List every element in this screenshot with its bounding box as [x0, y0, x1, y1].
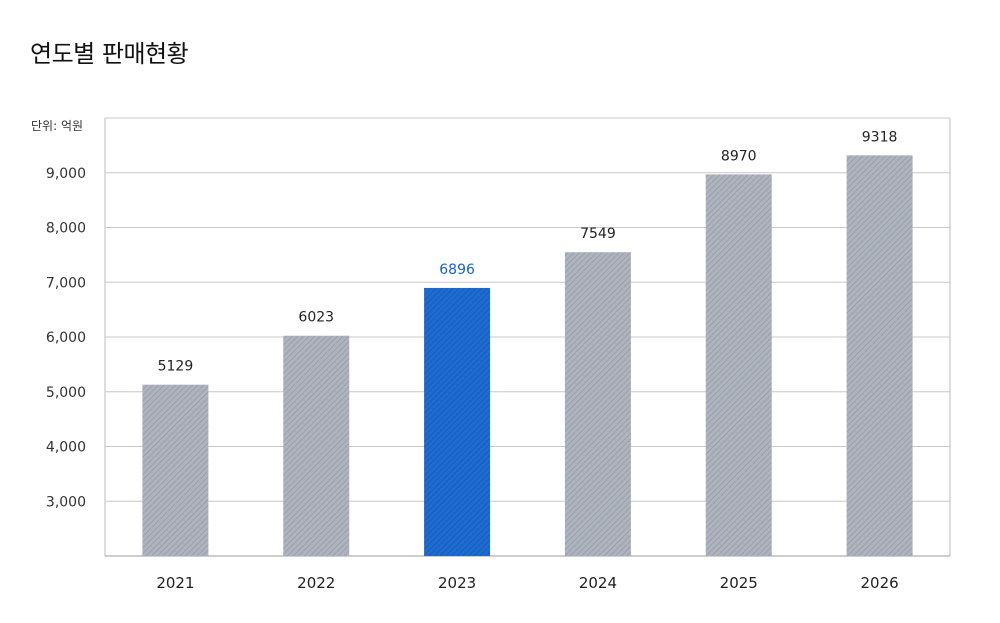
- y-tick-label: 8,000: [46, 221, 86, 237]
- y-tick-label: 7,000: [46, 275, 86, 291]
- x-tick-label: 2025: [720, 574, 758, 592]
- bar-2021: [142, 384, 209, 556]
- y-tick-label: 3,000: [46, 494, 86, 510]
- bar-2023: [424, 287, 491, 556]
- x-tick-label: 2021: [156, 574, 194, 592]
- y-tick-label: 6,000: [46, 330, 86, 346]
- x-tick-label: 2023: [438, 574, 476, 592]
- data-label-2023: 6896: [439, 262, 475, 278]
- bar-2026: [846, 155, 913, 557]
- data-label-2025: 8970: [721, 148, 757, 164]
- bar-2022: [283, 335, 350, 556]
- unit-label: 단위: 억원: [31, 119, 84, 133]
- bar-2025: [705, 174, 772, 556]
- y-tick-label: 9,000: [46, 166, 86, 182]
- y-tick-label: 4,000: [46, 440, 86, 456]
- x-tick-label: 2026: [860, 574, 898, 592]
- chart-title: 연도별 판매현황: [30, 40, 189, 68]
- data-label-2021: 5129: [158, 359, 194, 375]
- bar-2024: [564, 252, 631, 556]
- x-tick-label: 2024: [579, 574, 617, 592]
- data-label-2026: 9318: [862, 129, 898, 145]
- x-tick-label: 2022: [297, 574, 335, 592]
- data-label-2024: 7549: [580, 226, 616, 242]
- data-label-2022: 6023: [298, 310, 334, 326]
- y-tick-label: 5,000: [46, 385, 86, 401]
